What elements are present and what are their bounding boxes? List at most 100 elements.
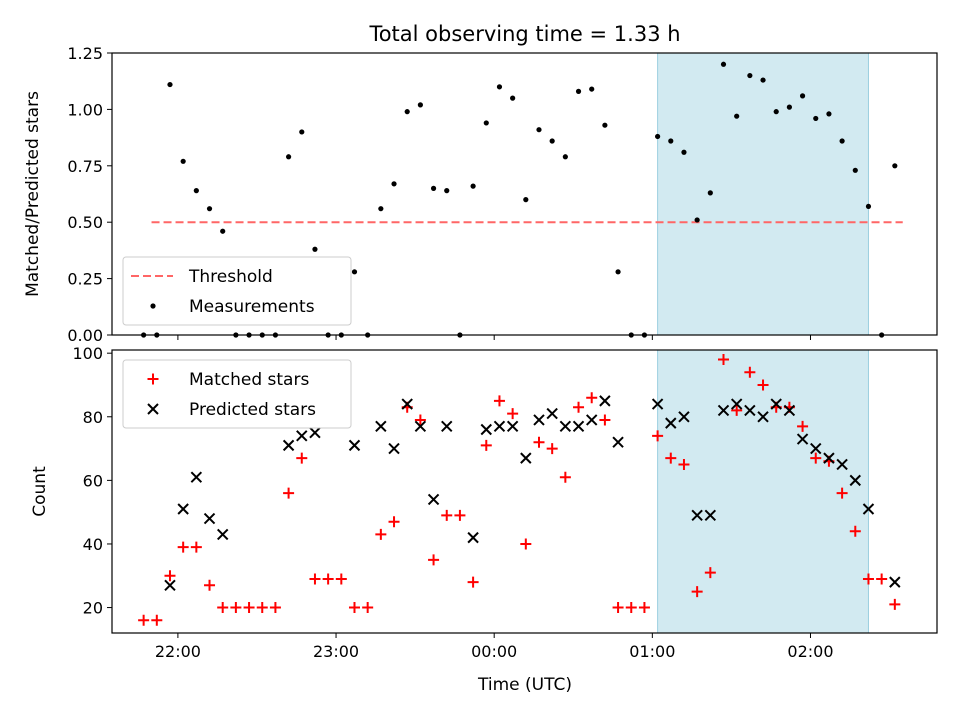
matched-stars-point bbox=[467, 576, 479, 588]
matched-stars-point bbox=[322, 573, 334, 585]
matched-stars-point bbox=[348, 602, 360, 614]
x-tick-label: 23:00 bbox=[313, 642, 359, 661]
measurement-point bbox=[575, 88, 582, 94]
measurement-point bbox=[180, 158, 186, 164]
predicted-stars-point bbox=[678, 411, 690, 423]
predicted-stars-point bbox=[177, 503, 189, 515]
matched-stars-point bbox=[335, 573, 347, 585]
matched-stars-point bbox=[612, 602, 624, 614]
measurement-point bbox=[602, 122, 608, 128]
predicted-stars-point bbox=[480, 423, 492, 436]
top-y-tick-label: 1.25 bbox=[67, 44, 103, 63]
bottom-y-tick-label: 100 bbox=[72, 344, 103, 363]
predicted-stars-point bbox=[401, 398, 413, 410]
predicted-stars-point bbox=[414, 420, 427, 433]
predicted-stars-point bbox=[810, 442, 822, 455]
measurement-point bbox=[707, 190, 713, 196]
matched-stars-point bbox=[190, 541, 202, 553]
predicted-stars-point bbox=[559, 420, 572, 433]
predicted-stars-point bbox=[164, 579, 176, 592]
bottom-legend: Matched stars Predicted stars bbox=[122, 359, 352, 429]
predicted-stars-point bbox=[796, 433, 809, 445]
predicted-stars-point bbox=[757, 411, 769, 423]
matched-stars-point bbox=[718, 354, 730, 366]
predicted-stars-point bbox=[388, 442, 400, 455]
predicted-stars-point bbox=[375, 420, 387, 433]
matched-stars-point bbox=[204, 579, 216, 591]
predicted-stars-point bbox=[441, 420, 453, 433]
predicted-stars-point bbox=[889, 576, 901, 588]
measurement-point bbox=[694, 217, 700, 223]
matched-stars-point bbox=[559, 471, 571, 483]
top-panel: 0.00 0.25 0.50 0.75 1.00 1.25 Matched/Predicte… bbox=[23, 44, 938, 345]
matched-stars-point bbox=[533, 436, 545, 448]
top-y-tick-label: 1.00 bbox=[67, 100, 103, 119]
measurement-point bbox=[615, 269, 621, 275]
predicted-stars-point bbox=[572, 420, 585, 433]
top-legend-box bbox=[122, 256, 352, 326]
matched-stars-point bbox=[269, 602, 281, 614]
matched-stars-point bbox=[586, 392, 598, 404]
legend-measurements-swatch bbox=[150, 303, 156, 309]
predicted-stars-point bbox=[744, 404, 756, 417]
predicted-stars-point bbox=[546, 407, 558, 420]
matched-stars-point bbox=[520, 538, 532, 550]
matched-stars-point bbox=[138, 614, 150, 626]
predicted-stars-point bbox=[493, 420, 506, 433]
matched-stars-point bbox=[454, 509, 466, 521]
matched-stars-point bbox=[230, 602, 242, 614]
x-tick-label: 01:00 bbox=[629, 642, 675, 661]
matched-stars-point bbox=[480, 439, 492, 451]
top-y-tick-label: 0.25 bbox=[67, 270, 103, 289]
measurement-point bbox=[312, 246, 318, 252]
measurement-point bbox=[417, 102, 423, 108]
measurement-point bbox=[444, 188, 450, 194]
measurement-point bbox=[747, 72, 753, 79]
predicted-stars-point bbox=[599, 395, 611, 407]
matched-stars-point bbox=[757, 379, 769, 391]
bottom-legend-box bbox=[122, 359, 352, 429]
matched-stars-point bbox=[876, 573, 888, 585]
measurement-point bbox=[786, 104, 792, 110]
legend-label: Measurements bbox=[189, 297, 315, 317]
predicted-stars-point bbox=[282, 439, 295, 452]
top-legend: Threshold Measurements bbox=[122, 256, 352, 326]
measurement-point bbox=[536, 127, 542, 133]
top-y-tick-label: 0.75 bbox=[67, 157, 103, 176]
matched-stars-point bbox=[797, 420, 809, 432]
matched-stars-point bbox=[704, 567, 716, 579]
top-highlight-span bbox=[657, 52, 869, 336]
matched-stars-point bbox=[441, 509, 453, 521]
matched-stars-point bbox=[388, 516, 400, 528]
predicted-stars-point bbox=[296, 430, 308, 442]
measurement-point bbox=[351, 269, 358, 275]
measurement-point bbox=[206, 206, 213, 212]
measurement-point bbox=[510, 95, 516, 101]
measurement-point bbox=[655, 133, 661, 140]
predicted-stars-point bbox=[730, 398, 743, 410]
legend-label: Threshold bbox=[188, 267, 273, 287]
measurement-point bbox=[720, 61, 727, 67]
measurement-point bbox=[470, 183, 476, 189]
matched-stars-point bbox=[599, 414, 611, 426]
measurement-point bbox=[865, 203, 872, 210]
measurement-point bbox=[813, 115, 819, 122]
predicted-stars-point bbox=[533, 414, 545, 426]
matched-stars-point bbox=[652, 430, 664, 442]
predicted-stars-point bbox=[467, 531, 479, 544]
predicted-stars-point bbox=[348, 439, 361, 452]
measurement-point bbox=[852, 167, 858, 173]
matched-stars-point bbox=[283, 487, 295, 499]
predicted-stars-point bbox=[665, 417, 677, 429]
measurement-point bbox=[220, 228, 226, 234]
predicted-stars-point bbox=[520, 452, 532, 464]
predicted-stars-point bbox=[691, 509, 703, 522]
matched-stars-point bbox=[678, 458, 690, 470]
matched-stars-point bbox=[889, 598, 901, 610]
measurement-point bbox=[483, 120, 489, 126]
measurement-point bbox=[378, 206, 384, 212]
matched-stars-point bbox=[309, 573, 321, 585]
matched-stars-point bbox=[573, 401, 585, 413]
measurement-point bbox=[193, 188, 199, 194]
